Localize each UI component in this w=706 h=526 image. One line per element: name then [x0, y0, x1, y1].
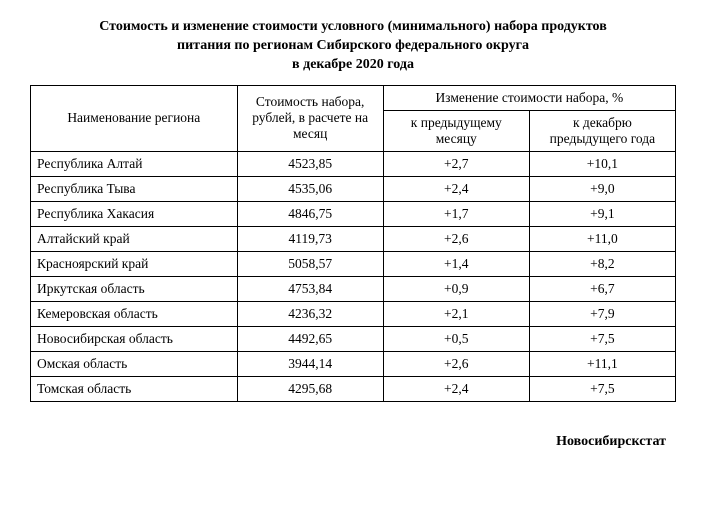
- cell-region: Республика Тыва: [31, 176, 238, 201]
- cell-change-dec: +7,5: [529, 376, 675, 401]
- cell-change-dec: +11,1: [529, 351, 675, 376]
- cell-change-month: +2,1: [383, 301, 529, 326]
- cell-region: Красноярский край: [31, 251, 238, 276]
- col-header-change-dec: к декабрю предыдущего года: [529, 110, 675, 151]
- data-table: Наименование региона Стоимость набора, р…: [30, 85, 676, 402]
- cell-region: Республика Хакасия: [31, 201, 238, 226]
- cell-change-dec: +9,1: [529, 201, 675, 226]
- table-row: Кемеровская область4236,32+2,1+7,9: [31, 301, 676, 326]
- cell-cost: 3944,14: [237, 351, 383, 376]
- cell-change-month: +2,4: [383, 176, 529, 201]
- table-row: Красноярский край5058,57+1,4+8,2: [31, 251, 676, 276]
- cell-region: Алтайский край: [31, 226, 238, 251]
- cell-change-dec: +6,7: [529, 276, 675, 301]
- col-header-change-group: Изменение стоимости набора, %: [383, 85, 675, 110]
- table-header-row-1: Наименование региона Стоимость набора, р…: [31, 85, 676, 110]
- cell-cost: 4119,73: [237, 226, 383, 251]
- col-header-region: Наименование региона: [31, 85, 238, 151]
- table-row: Томская область4295,68+2,4+7,5: [31, 376, 676, 401]
- cell-region: Кемеровская область: [31, 301, 238, 326]
- cell-change-month: +1,4: [383, 251, 529, 276]
- cell-cost: 4492,65: [237, 326, 383, 351]
- table-row: Алтайский край4119,73+2,6+11,0: [31, 226, 676, 251]
- cell-region: Новосибирская область: [31, 326, 238, 351]
- title-line-3: в декабре 2020 года: [292, 57, 414, 72]
- cell-change-month: +2,6: [383, 351, 529, 376]
- table-row: Новосибирская область4492,65+0,5+7,5: [31, 326, 676, 351]
- title-line-2: питания по регионам Сибирского федеральн…: [177, 38, 529, 53]
- cell-region: Республика Алтай: [31, 151, 238, 176]
- table-row: Республика Алтай4523,85+2,7+10,1: [31, 151, 676, 176]
- cell-region: Иркутская область: [31, 276, 238, 301]
- document-footer: Новосибирскстат: [30, 434, 676, 450]
- col-header-cost: Стоимость набора, рублей, в расчете на м…: [237, 85, 383, 151]
- cell-change-dec: +7,9: [529, 301, 675, 326]
- cell-cost: 4236,32: [237, 301, 383, 326]
- cell-cost: 4295,68: [237, 376, 383, 401]
- cell-change-month: +2,4: [383, 376, 529, 401]
- cell-cost: 4523,85: [237, 151, 383, 176]
- document-page: Стоимость и изменение стоимости условног…: [0, 0, 706, 470]
- cell-change-month: +0,9: [383, 276, 529, 301]
- cell-change-dec: +8,2: [529, 251, 675, 276]
- cell-change-dec: +10,1: [529, 151, 675, 176]
- cell-cost: 4753,84: [237, 276, 383, 301]
- document-title: Стоимость и изменение стоимости условног…: [30, 18, 676, 75]
- table-row: Республика Тыва4535,06+2,4+9,0: [31, 176, 676, 201]
- cell-change-month: +0,5: [383, 326, 529, 351]
- cell-cost: 4535,06: [237, 176, 383, 201]
- cell-change-month: +1,7: [383, 201, 529, 226]
- table-row: Омская область3944,14+2,6+11,1: [31, 351, 676, 376]
- title-line-1: Стоимость и изменение стоимости условног…: [99, 19, 607, 34]
- cell-region: Томская область: [31, 376, 238, 401]
- cell-cost: 5058,57: [237, 251, 383, 276]
- cell-change-dec: +7,5: [529, 326, 675, 351]
- table-body: Республика Алтай4523,85+2,7+10,1Республи…: [31, 151, 676, 401]
- cell-change-dec: +11,0: [529, 226, 675, 251]
- cell-change-month: +2,6: [383, 226, 529, 251]
- col-header-change-month: к предыдущему месяцу: [383, 110, 529, 151]
- cell-change-dec: +9,0: [529, 176, 675, 201]
- table-row: Иркутская область4753,84+0,9+6,7: [31, 276, 676, 301]
- table-row: Республика Хакасия4846,75+1,7+9,1: [31, 201, 676, 226]
- cell-region: Омская область: [31, 351, 238, 376]
- cell-cost: 4846,75: [237, 201, 383, 226]
- cell-change-month: +2,7: [383, 151, 529, 176]
